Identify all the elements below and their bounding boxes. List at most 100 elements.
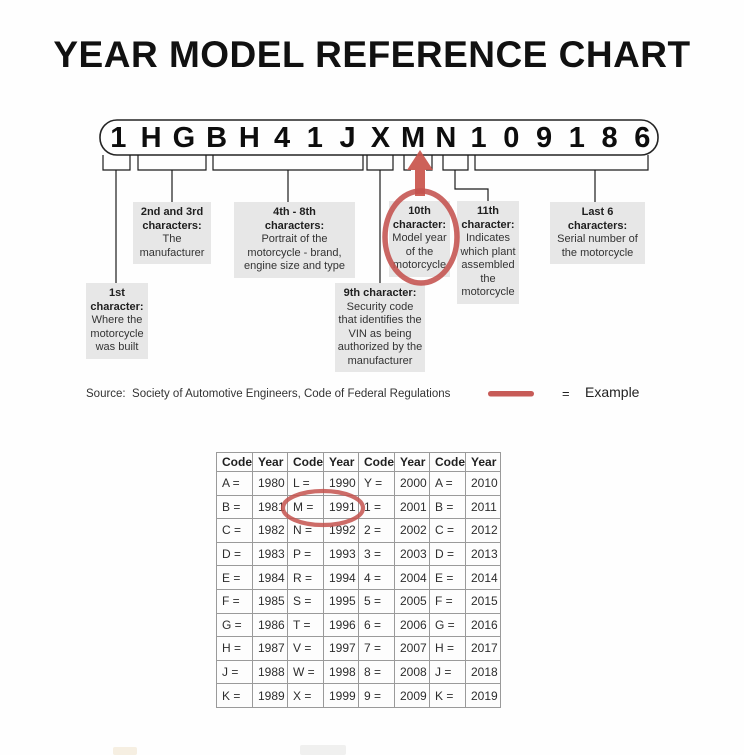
- table-cell: A =: [429, 471, 466, 496]
- table-header-cell: Code: [429, 452, 466, 472]
- table-cell: 2008: [394, 659, 430, 685]
- vin-character: H: [238, 122, 260, 154]
- table-cell: 4 =: [358, 565, 395, 590]
- table-cell: 1988: [252, 659, 288, 685]
- connector-11th-char: [454, 170, 489, 201]
- bracket-1st-char: [102, 155, 131, 171]
- legend-equals-sign: =: [562, 386, 570, 401]
- callout-body: Model year of the motorcycle: [392, 232, 447, 271]
- vin-character: 4: [274, 122, 291, 154]
- table-header-cell: Year: [323, 452, 359, 472]
- callout-body: The manufacturer: [139, 233, 205, 259]
- table-cell: W =: [287, 659, 324, 685]
- table-cell: E =: [429, 565, 466, 590]
- table-cell: 1984: [252, 565, 288, 590]
- table-cell: Y =: [358, 471, 395, 496]
- table-cell: 5 =: [358, 588, 395, 614]
- callout-last-6-characters: Last 6 characters: Serial number of the …: [550, 202, 645, 264]
- table-cell: N =: [287, 518, 324, 543]
- table-cell: 2019: [465, 683, 501, 708]
- table-cell: B =: [216, 494, 253, 520]
- source-text: Source: Society of Automotive Engineers,…: [86, 388, 451, 400]
- table-cell: 8 =: [358, 659, 395, 685]
- table-row: F = 1985 S = 1995 5 = 2005 F = 2015: [216, 588, 501, 614]
- callout-title: 10th character:: [392, 205, 447, 231]
- vin-character: G: [172, 122, 196, 154]
- bracket-9th-char: [366, 155, 394, 171]
- table-row: B = 1981 M = 1991 1 = 2001 B = 2011: [216, 494, 501, 520]
- table-cell: B =: [429, 494, 466, 520]
- callout-9th-character: 9th character: Security code that identi…: [335, 283, 425, 372]
- callout-title: 11th character:: [461, 205, 515, 231]
- table-cell: 3 =: [358, 541, 395, 567]
- table-cell: 1997: [323, 636, 359, 661]
- table-cell: 9 =: [358, 683, 395, 708]
- table-cell: 1999: [323, 683, 359, 708]
- legend-example-label: Example: [585, 384, 640, 400]
- table-header-cell: Code: [358, 452, 395, 472]
- table-cell: M =: [287, 494, 324, 520]
- table-cell: 1986: [252, 612, 288, 638]
- table-row: G = 1986 T = 1996 6 = 2006 G = 2016: [216, 612, 501, 638]
- table-cell: D =: [216, 541, 253, 567]
- table-cell: J =: [216, 659, 253, 685]
- table-header-cell: Code: [287, 452, 324, 472]
- table-row: C = 1982 N = 1992 2 = 2002 C = 2012: [216, 518, 501, 543]
- table-cell: 2013: [465, 541, 501, 567]
- vin-character: 8: [601, 122, 618, 154]
- table-row: D = 1983 P = 1993 3 = 2003 D = 2013: [216, 541, 501, 567]
- table-header-row: Code Year Code Year Code Year Code Year: [216, 452, 501, 472]
- table-header-cell: Year: [394, 452, 430, 472]
- table-cell: 2001: [394, 494, 430, 520]
- bracket-4th-8th-chars: [212, 155, 364, 171]
- table-row: A = 1980 L = 1990 Y = 2000 A = 2010: [216, 471, 501, 496]
- table-cell: H =: [216, 636, 253, 661]
- table-cell: J =: [429, 659, 466, 685]
- vin-character: 1: [110, 122, 127, 154]
- table-cell: K =: [429, 683, 466, 708]
- callout-title: 9th character:: [343, 287, 417, 299]
- table-cell: 1991: [323, 494, 359, 520]
- table-cell: H =: [429, 636, 466, 661]
- vin-character: 6: [634, 122, 651, 154]
- table-body: A = 1980 L = 1990 Y = 2000 A = 2010 B = 1981 M = 19…: [216, 471, 501, 708]
- table-cell: S =: [287, 588, 324, 614]
- table-cell: 1993: [323, 541, 359, 567]
- bottom-edge-artifact: [300, 745, 346, 755]
- table-cell: 2014: [465, 565, 501, 590]
- vin-character: 9: [536, 122, 553, 154]
- bracket-2nd-3rd-chars: [137, 155, 207, 171]
- table-cell: 1 =: [358, 494, 395, 520]
- table-cell: 2012: [465, 518, 501, 543]
- table-cell: 1981: [252, 494, 288, 520]
- table-cell: 2016: [465, 612, 501, 638]
- page-title: YEAR MODEL REFERENCE CHART: [53, 34, 691, 75]
- table-cell: L =: [287, 471, 324, 496]
- table-cell: F =: [429, 588, 466, 614]
- callout-10th-character: 10th character: Model year of the motorc…: [389, 201, 450, 277]
- callout-title: Last 6 characters:: [567, 206, 628, 232]
- year-code-table: Code Year Code Year Code Year Code Year A = 1980…: [216, 452, 501, 708]
- table-cell: 7 =: [358, 636, 395, 661]
- vin-character: 1: [470, 122, 487, 154]
- table-cell: 2000: [394, 471, 430, 496]
- vin-character: N: [435, 122, 457, 154]
- table-cell: 1992: [323, 518, 359, 543]
- vin-character: J: [339, 122, 356, 154]
- table-cell: F =: [216, 588, 253, 614]
- table-cell: C =: [429, 518, 466, 543]
- table-cell: E =: [216, 565, 253, 590]
- table-cell: A =: [216, 471, 253, 496]
- callout-title: 4th - 8th characters:: [264, 206, 325, 232]
- table-cell: K =: [216, 683, 253, 708]
- vin-character: B: [206, 122, 228, 154]
- table-cell: C =: [216, 518, 253, 543]
- callout-body: Portrait of the motorcycle - brand, engi…: [244, 233, 345, 272]
- table-row: J = 1988 W = 1998 8 = 2008 J = 2018: [216, 659, 501, 685]
- table-row: K = 1989 X = 1999 9 = 2009 K = 2019: [216, 683, 501, 708]
- table-cell: 6 =: [358, 612, 395, 638]
- vin-character: 1: [568, 122, 585, 154]
- vin-character: X: [370, 122, 391, 154]
